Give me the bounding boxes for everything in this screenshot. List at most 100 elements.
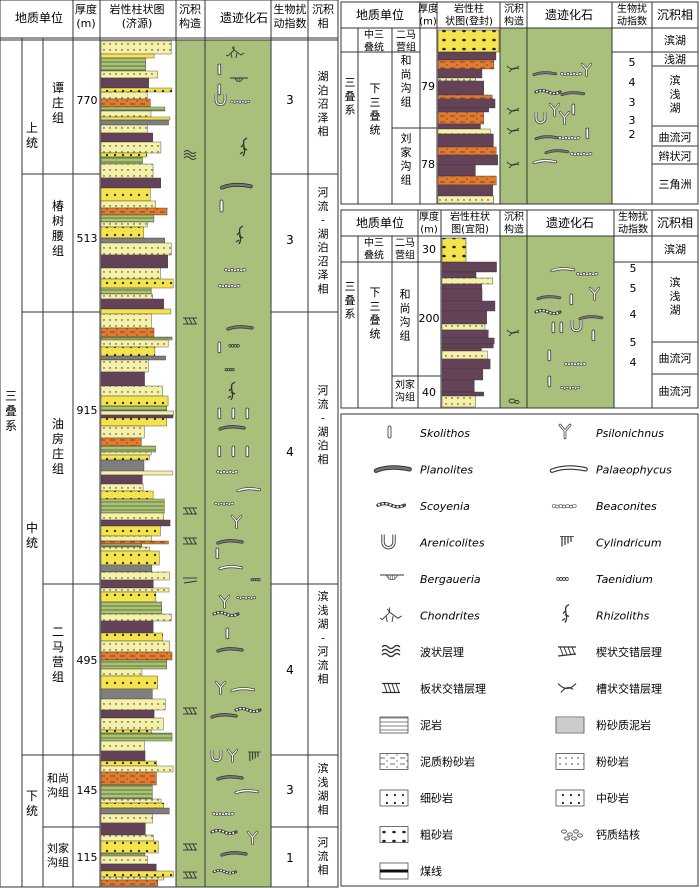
jiyuan-formation-tanzhuang: 谭庄组 [52,81,64,125]
dengfeng-header-lith: 岩性柱状图(登封) [445,2,493,28]
dengfeng-bio-3: 3 [629,96,636,109]
lithology-pattern [101,669,142,676]
scoyenia-trace [212,869,237,875]
jiyuan-series-upper: 上统 [26,121,38,150]
dengfeng-facies-4: 曲流河 [659,130,692,144]
yiyang-struct-column [500,236,527,408]
lithology-pattern [101,633,163,641]
lithology-pattern [438,99,496,108]
lithology-pattern [101,360,149,372]
lithology-pattern [101,835,154,841]
lithology-pattern [442,380,475,392]
jiyuan-thickness-heshanggou: 145 [77,784,98,797]
cylindricum-trace [248,751,261,761]
lithology-pattern [101,592,156,602]
legend-label: Bergaueria [420,573,481,586]
lithology-pattern [101,78,149,88]
lithology-pattern [101,426,145,438]
dengfeng-series: 下三叠统 [370,82,381,136]
tabular-cross-bedding-symbol [183,707,197,715]
yiyang-header-thickness: 厚度(m) [419,210,439,236]
rhizoliths-trace [239,137,248,157]
lithology-pattern [101,491,154,499]
dengfeng-trace-fossils [532,62,593,165]
lithology-pattern [101,294,153,299]
jiyuan-facies-heshanggou: 滨浅湖相 [318,761,329,816]
wavy-bedding-icon [381,644,401,658]
lithology-pattern [442,369,483,380]
planolites-trace [536,295,562,301]
jiyuan-trace-column [205,40,271,887]
legend-item: 楔状交错层理 [557,645,662,659]
legend-item: Planolites [373,464,473,477]
legend-label: Skolithos [420,427,470,440]
tabular-cross-bedding-symbol [183,507,197,515]
psilonichnus-trace [588,286,601,301]
jiyuan-header-trace: 遗迹化石 [220,11,268,25]
legend-label: Beaconites [596,500,657,513]
dengfeng-thickness-liujiagou: 78 [421,158,435,171]
lithology-pattern [101,438,142,446]
skolithos-trace [217,407,222,420]
jiyuan-structures [183,150,198,879]
legend-label: 波状层理 [420,645,464,659]
legend-label: Planolites [420,464,473,477]
lithology-pattern [101,215,154,222]
lithology-pattern [438,81,484,95]
coal-seam-icon [379,862,409,880]
skolithos-trace [591,329,596,342]
lithology-pattern [101,268,161,279]
jiyuan-header-bio: 生物扰动指数 [274,2,307,30]
legend-item: Psilonichnus [558,423,664,440]
jiyuan-formation-chunshuyao: 椿树腰组 [52,199,64,258]
legend-label: 煤线 [420,864,442,878]
dengfeng-formation-liujiagou: 刘家沟组 [401,132,412,186]
wedge-cross-bedding-icon [557,646,577,657]
lithology-pattern [101,411,174,415]
dengfeng-facies-3: 滨浅湖 [670,73,681,115]
legend-label: Psilonichnus [596,427,664,440]
planolites-trace [218,425,246,431]
legend-item: Arenicolites [381,534,485,550]
beaconites-trace [558,136,581,140]
skolithos-trace [569,293,574,306]
skolithos-trace [551,321,556,334]
legend-label: Arenicolites [419,537,485,550]
lithology-pattern [101,41,172,54]
dengfeng-facies-6: 三角洲 [659,178,692,191]
beaconites-trace [214,502,235,506]
lithology-pattern [438,30,499,52]
lithology-pattern [101,99,151,107]
legend-item: 泥质粉砂岩 [379,753,475,770]
lithology-pattern [101,133,153,142]
beaconites-trace [236,596,257,600]
psilonichnus-trace [548,102,561,117]
legend-label: 泥质粉砂岩 [420,755,475,769]
legend-item: 泥岩 [379,716,442,734]
legend-item: 钙质结核 [561,828,640,842]
lithology-pattern [101,484,144,491]
jiyuan-lithology-column [100,40,174,887]
dengfeng-header-struct: 沉积构造 [504,2,524,28]
jiyuan-bio-tanzhuang: 3 [286,93,294,107]
lithology-pattern [438,185,493,196]
lithology-pattern [101,238,165,243]
silty-mudstone-icon [555,716,585,734]
planolites-trace [532,71,558,77]
lithology-pattern [101,751,146,761]
chondrites-icon [379,607,402,622]
lithology-pattern [101,710,155,718]
beaconites-trace [560,72,583,76]
lithology-pattern [101,641,170,652]
taenidium-icon [556,577,569,581]
lithology-pattern [101,536,152,541]
psilonichnus-trace [218,594,231,609]
lithology-pattern [101,347,155,356]
lithology-pattern [101,614,172,621]
yiyang-bio-2: 5 [630,282,637,295]
lithology-pattern [101,227,144,238]
jiyuan-bio-youfangzhuang: 4 [286,445,294,459]
yiyang-thickness-heshanggou: 200 [419,312,440,325]
arenicolites-trace [534,112,547,125]
lithology-pattern [438,78,476,81]
